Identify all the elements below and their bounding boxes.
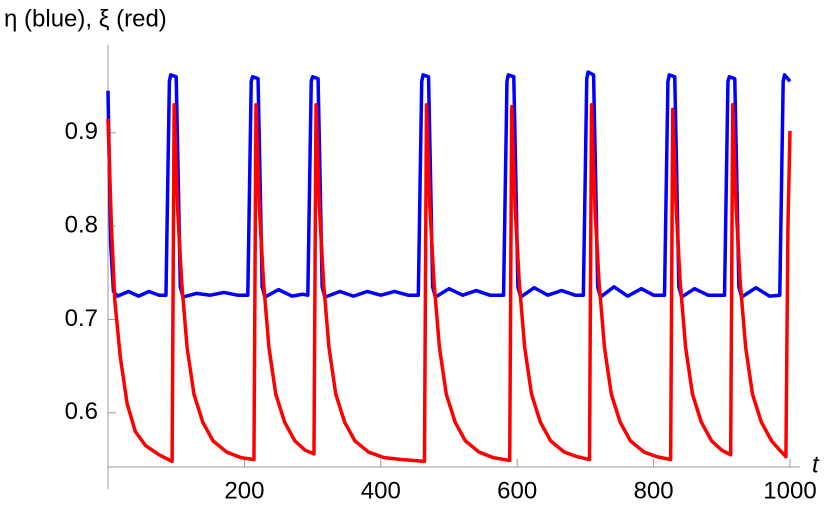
y-tick-label: 0.9 <box>65 118 98 145</box>
x-tick-label: 200 <box>224 477 264 504</box>
y-tick-label: 0.8 <box>65 211 98 238</box>
x-tick-label: 400 <box>361 477 401 504</box>
x-axis-label: t <box>812 451 820 478</box>
y-tick-label: 0.7 <box>65 305 98 332</box>
series-line <box>106 70 792 299</box>
y-axis-label: η (blue), ξ (red) <box>4 5 167 32</box>
x-tick-label: 600 <box>497 477 537 504</box>
y-tick-label: 0.6 <box>65 398 98 425</box>
series-line <box>106 103 792 464</box>
x-tick-label: 800 <box>634 477 674 504</box>
x-tick-label: 1000 <box>763 477 816 504</box>
